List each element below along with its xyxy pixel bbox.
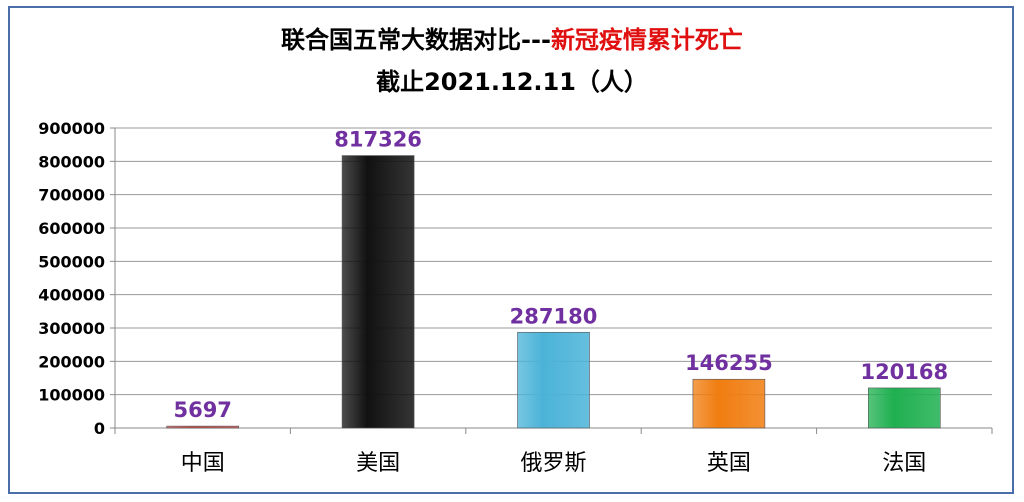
y-axis: 0 100000 200000 300000 400000 500000 600000 700… <box>38 119 116 438</box>
y-tick-label: 800000 <box>38 152 105 171</box>
data-label: 5697 <box>173 398 231 422</box>
bar-0 <box>166 425 239 429</box>
data-label: 817326 <box>334 128 422 152</box>
y-tick-label: 700000 <box>38 186 105 205</box>
chart-title: 联合国五常大数据对比---新冠疫情累计死亡 <box>0 20 1024 55</box>
y-tick-label: 400000 <box>38 286 105 305</box>
chart-frame <box>8 6 1014 494</box>
y-tick-label: 100000 <box>38 386 105 405</box>
x-tick-label: 法国 <box>882 451 926 476</box>
x-axis: 中国 美国 俄罗斯 英国 法国 <box>114 428 993 476</box>
y-tick-label: 0 <box>94 419 105 438</box>
bars <box>166 155 941 429</box>
y-tick-label: 900000 <box>38 119 105 138</box>
chart-title-main: 联合国五常大数据对比--- <box>281 26 551 54</box>
bar-3 <box>692 378 766 429</box>
bar-2 <box>517 331 590 429</box>
chart-title-highlight: 新冠疫情累计死亡 <box>550 26 743 54</box>
x-tick-label: 英国 <box>707 451 751 476</box>
data-labels: 5697 817326 287180 146255 120168 <box>173 128 948 423</box>
bar-1 <box>341 155 415 429</box>
chart-subtitle: 截止2021.12.11（人） <box>376 68 648 96</box>
data-label: 287180 <box>510 304 598 328</box>
y-tick-label: 500000 <box>38 252 105 271</box>
y-tick-label: 600000 <box>38 219 105 238</box>
bar-4 <box>867 387 941 429</box>
data-label: 146255 <box>685 351 773 375</box>
x-tick-label: 中国 <box>181 451 225 476</box>
y-tick-label: 300000 <box>38 319 105 338</box>
x-tick-label: 美国 <box>356 451 400 476</box>
x-tick-label: 俄罗斯 <box>520 451 586 476</box>
y-tick-label: 200000 <box>38 352 105 371</box>
data-label: 120168 <box>860 360 948 384</box>
